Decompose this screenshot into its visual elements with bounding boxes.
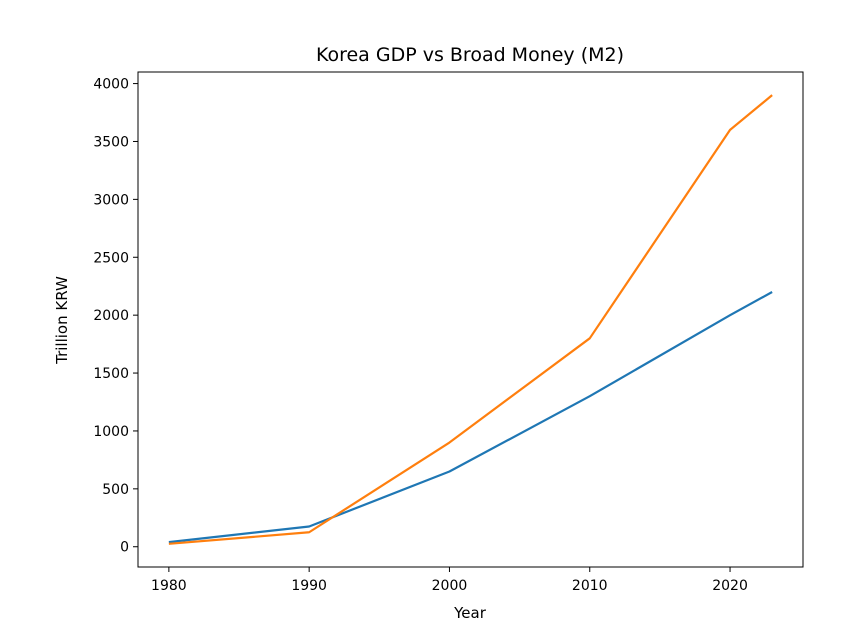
chart-title: Korea GDP vs Broad Money (M2) <box>316 44 624 66</box>
x-tick-label: 1990 <box>291 578 327 594</box>
plot-frame <box>137 71 804 568</box>
x-tick-label: 2020 <box>712 578 748 594</box>
y-tick-label: 4000 <box>93 77 129 93</box>
y-tick-label: 0 <box>120 540 129 556</box>
y-axis-ticks: 0 500 1000 1500 2000 2500 3000 3500 4000 <box>93 77 138 556</box>
y-tick-label: 2500 <box>93 250 129 266</box>
y-axis-label: Trillion KRW <box>53 276 71 365</box>
x-tick-label: 1980 <box>151 578 187 594</box>
y-tick-label: 3500 <box>93 134 129 150</box>
series-line-1 <box>168 291 773 544</box>
y-tick-label: 1000 <box>93 424 129 440</box>
y-tick-label: 500 <box>102 482 129 498</box>
x-axis-ticks: 1980 1990 2000 2010 2020 <box>151 567 748 594</box>
x-tick-label: 2000 <box>432 578 468 594</box>
x-tick-label: 2010 <box>572 578 608 594</box>
series-layer <box>168 94 773 545</box>
series-line-2 <box>168 94 773 545</box>
x-axis-label: Year <box>453 604 487 622</box>
y-tick-label: 1500 <box>93 366 129 382</box>
y-tick-label: 3000 <box>93 192 129 208</box>
y-tick-label: 2000 <box>93 308 129 324</box>
